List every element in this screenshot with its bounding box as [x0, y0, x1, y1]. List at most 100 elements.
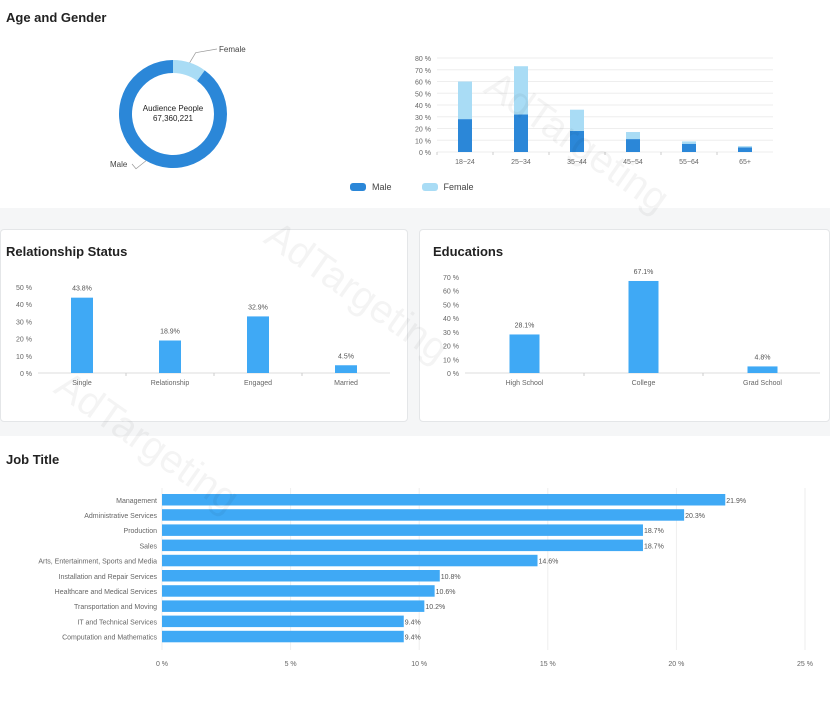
age-ytick-label: 40 % [415, 103, 431, 110]
job-category-label: Installation and Repair Services [59, 574, 158, 581]
job-bar [162, 570, 440, 582]
relationship-bar [159, 340, 181, 373]
education-ytick-label: 30 % [443, 330, 459, 337]
job-category-label: Computation and Mathematics [62, 635, 157, 642]
education-ytick-label: 40 % [443, 316, 459, 323]
job-category-label: Administrative Services [84, 513, 157, 520]
job-bar [162, 630, 404, 643]
age-xtick-label: 35~44 [567, 159, 587, 166]
job-category-label: Management [116, 498, 157, 505]
donut-slice-female [173, 60, 205, 81]
job-value-label: 21.9% [726, 498, 746, 505]
age-xtick-label: 55~64 [679, 159, 699, 166]
relationship-value-label: 43.8% [72, 286, 92, 293]
job-value-label: 10.8% [441, 574, 461, 581]
age-xtick-label: 45~54 [623, 159, 643, 166]
relationship-chart: 50 % 40 % 30 % 20 % 10 % 0 % 43.8% Single 18.9% R… [16, 285, 390, 387]
age-bar-female [738, 146, 752, 148]
job-value-label: 18.7% [644, 528, 664, 535]
age-xtick-label: 65+ [739, 159, 751, 166]
age-xtick-label: 25~34 [511, 159, 531, 166]
job-category-label: Transportation and Moving [74, 604, 157, 611]
relationship-bar [335, 365, 357, 373]
legend-male-label: Male [372, 182, 392, 192]
age-bar-male [682, 143, 696, 152]
relationship-bar [247, 316, 269, 373]
education-bar [509, 334, 540, 373]
donut-female-label: Female [219, 45, 246, 54]
education-ytick-label: 20 % [443, 344, 459, 351]
relationship-ytick-label: 10 % [16, 354, 32, 361]
job-xtick-label: 25 % [797, 661, 813, 668]
job-bar [162, 524, 643, 536]
job-xtick-label: 15 % [540, 661, 556, 668]
age-ytick-label: 50 % [415, 91, 431, 98]
age-bar-male [570, 130, 584, 152]
donut-male-leader [131, 160, 147, 170]
job-xtick-label: 0 % [156, 661, 168, 668]
relationship-xtick-label: Married [334, 380, 358, 387]
education-ytick-label: 60 % [443, 289, 459, 296]
job-xtick-label: 20 % [668, 661, 684, 668]
job-value-label: 9.4% [405, 635, 421, 642]
education-ytick-label: 0 % [447, 371, 459, 378]
job-value-label: 10.6% [436, 589, 456, 596]
job-value-label: 10.2% [425, 604, 445, 611]
education-ytick-label: 70 % [443, 275, 459, 282]
education-title: Educations [433, 244, 504, 259]
relationship-xtick-label: Relationship [151, 380, 190, 387]
job-bar [162, 600, 425, 612]
age-ytick-label: 60 % [415, 80, 431, 87]
job-bar [162, 585, 435, 597]
education-value-label: 67.1% [634, 269, 654, 276]
donut-male-label: Male [110, 160, 128, 169]
relationship-value-label: 18.9% [160, 328, 180, 335]
age-ytick-label: 70 % [415, 68, 431, 75]
job-value-label: 9.4% [405, 619, 421, 626]
relationship-value-label: 4.5% [338, 353, 354, 360]
donut-center-value: 67,360,221 [153, 114, 194, 123]
age-ytick-label: 10 % [415, 138, 431, 145]
age-ytick-label: 80 % [415, 56, 431, 63]
relationship-value-label: 32.9% [248, 304, 268, 311]
education-ytick-label: 10 % [443, 357, 459, 364]
job-value-label: 14.6% [539, 559, 559, 566]
education-bar [747, 366, 778, 373]
relationship-title: Relationship Status [6, 244, 128, 259]
job-bar [162, 494, 726, 506]
education-card [419, 229, 830, 422]
job-category-label: Arts, Entertainment, Sports and Media [38, 559, 157, 566]
donut-center-label: Audience People [143, 104, 204, 113]
education-xtick-label: College [632, 380, 656, 387]
relationship-xtick-label: Engaged [244, 380, 272, 387]
job-value-label: 20.3% [685, 513, 705, 520]
job-bar [162, 554, 538, 567]
age-gender-card [0, 0, 830, 208]
education-xtick-label: Grad School [743, 380, 782, 387]
job-title-chart: 0 % 5 % 10 % 15 % 20 % 25 % Management 21.9% Adm… [38, 488, 813, 668]
education-value-label: 28.1% [515, 322, 535, 329]
age-xtick-label: 18~24 [455, 159, 475, 166]
gender-donut-chart: Audience People 67,360,221 Female Male [110, 45, 246, 170]
age-bar-female [458, 81, 472, 120]
age-bar-male [738, 147, 752, 152]
job-title-title: Job Title [6, 452, 60, 467]
relationship-ytick-label: 0 % [20, 371, 32, 378]
age-bar-male [458, 119, 472, 152]
relationship-card [0, 229, 408, 422]
job-category-label: Production [124, 528, 158, 535]
age-gender-legend: Male Female [350, 182, 474, 192]
age-ytick-label: 20 % [415, 127, 431, 134]
education-ytick-label: 50 % [443, 302, 459, 309]
job-bar [162, 615, 404, 628]
age-ytick-label: 0 % [419, 150, 431, 157]
age-bar-female [570, 109, 584, 131]
age-bar-female [626, 132, 640, 140]
legend-male-swatch [350, 183, 366, 191]
job-category-label: Sales [139, 543, 157, 550]
education-xtick-label: High School [506, 380, 544, 387]
job-category-label: IT and Technical Services [77, 619, 157, 626]
age-ytick-label: 30 % [415, 115, 431, 122]
age-bar-male [514, 114, 528, 152]
age-gender-chart: 80 % 70 % 60 % 50 % 40 % 30 % 20 % 10 % 0 % 18~24… [415, 56, 773, 166]
